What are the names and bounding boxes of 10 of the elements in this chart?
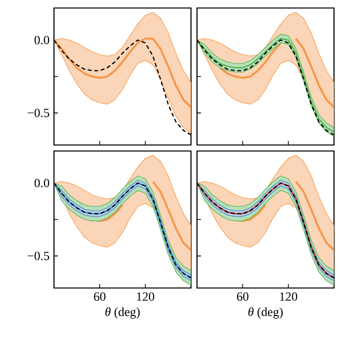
y-tick-label: 0.0	[34, 36, 50, 44]
y-tick-label: 0.0	[34, 178, 50, 188]
y-tick-label: −0.5	[28, 252, 50, 260]
x-tick-label: 60	[94, 292, 106, 301]
y-tick-label: −0.5	[28, 108, 50, 118]
x-axis-title: θ (deg)	[248, 307, 283, 319]
x-tick-label: 60	[236, 292, 248, 301]
x-axis-title: θ (deg)	[105, 307, 140, 319]
x-tick-label: 120	[137, 292, 154, 301]
x-tick-label: 120	[280, 292, 298, 301]
